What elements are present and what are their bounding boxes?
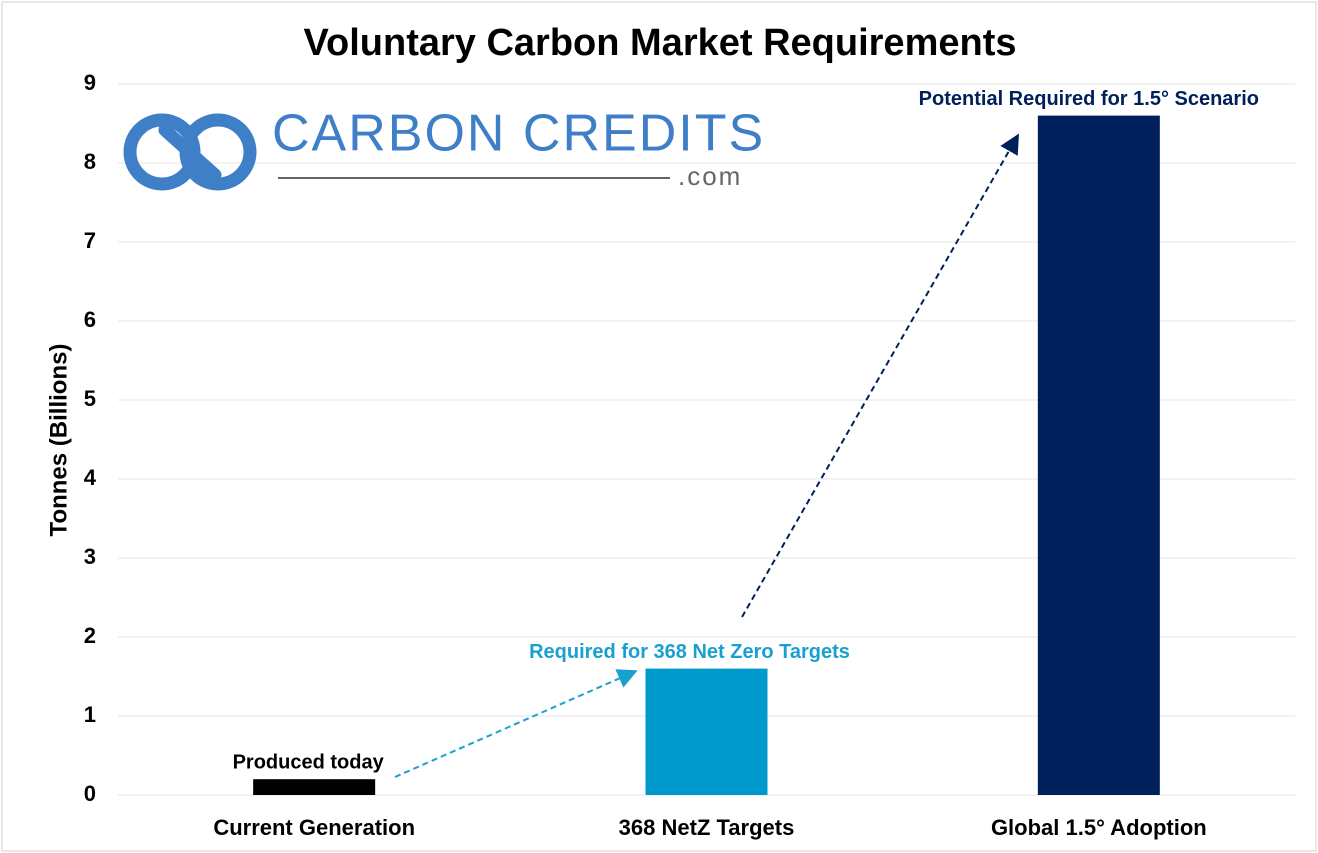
y-tick-label: 8: [84, 149, 96, 174]
arrow: [741, 133, 1019, 618]
arrow: [394, 669, 638, 778]
y-tick-label: 7: [84, 228, 96, 253]
y-tick-label: 0: [84, 781, 96, 806]
bar: [645, 668, 768, 795]
y-tick-label: 3: [84, 544, 96, 569]
annotation: Required for 368 Net Zero Targets: [529, 641, 850, 663]
annotation: Produced today: [233, 751, 385, 773]
y-axis-label: Tonnes (Billions): [45, 344, 72, 537]
logo: CARBON CREDITS .com: [123, 105, 765, 191]
chart-title: Voluntary Carbon Market Requirements: [303, 22, 1016, 64]
y-tick-label: 2: [84, 623, 96, 648]
x-tick-label: Current Generation: [213, 815, 415, 840]
logo-text: CARBON CREDITS: [272, 105, 765, 163]
x-tick-label: Global 1.5° Adoption: [991, 815, 1207, 840]
y-tick-label: 1: [84, 702, 96, 727]
y-tick-label: 9: [84, 70, 96, 95]
x-tick-label: 368 NetZ Targets: [619, 815, 795, 840]
bar: [1037, 115, 1160, 796]
y-tick-label: 5: [84, 386, 96, 411]
annotation: Potential Required for 1.5° Scenario: [919, 88, 1259, 110]
logo-icon: [158, 123, 222, 182]
bar: [253, 779, 376, 795]
y-tick-label: 6: [84, 307, 96, 332]
y-tick-label: 4: [84, 465, 97, 490]
logo-subtext: .com: [678, 161, 742, 191]
